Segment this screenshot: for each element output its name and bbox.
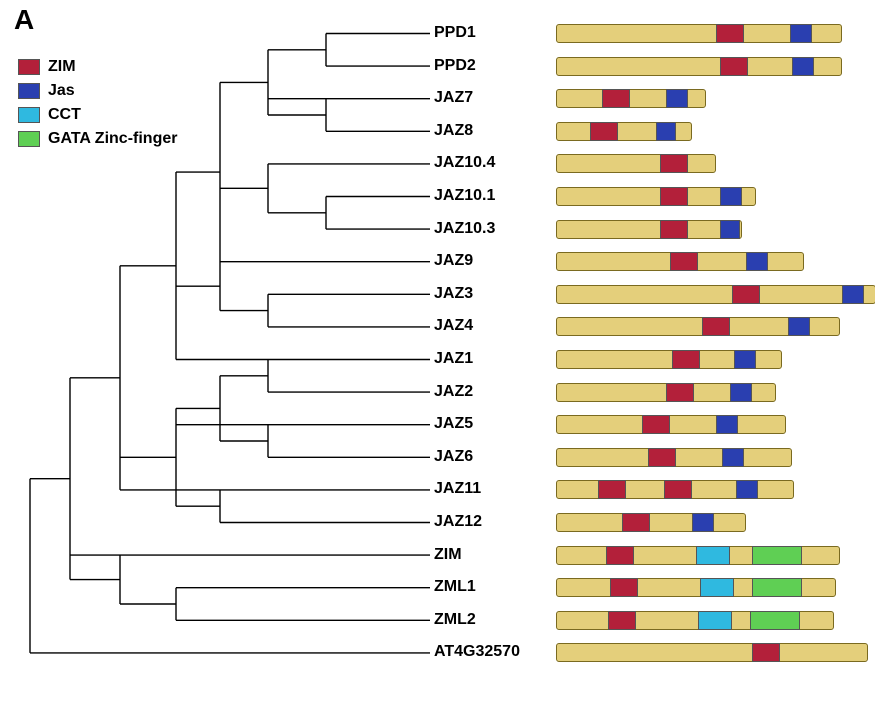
domain-zim [716, 24, 744, 43]
protein-bar [556, 643, 868, 662]
protein-label: JAZ9 [434, 252, 473, 270]
domain-jas [720, 220, 740, 239]
protein-bar [556, 546, 840, 565]
protein-bar [556, 350, 782, 369]
domain-gata [752, 578, 802, 597]
domain-zim [732, 285, 760, 304]
domain-zim [642, 415, 670, 434]
protein-label: JAZ10.3 [434, 220, 495, 238]
tree-lines [30, 34, 430, 653]
protein-body [556, 154, 716, 173]
domain-zim [598, 480, 626, 499]
domain-zim [606, 546, 634, 565]
protein-bar [556, 24, 842, 43]
protein-bar [556, 383, 776, 402]
domain-zim [670, 252, 698, 271]
domain-zim [672, 350, 700, 369]
domain-jas [720, 187, 742, 206]
domain-zim [702, 317, 730, 336]
domain-jas [716, 415, 738, 434]
protein-label: PPD1 [434, 24, 476, 42]
protein-label: JAZ1 [434, 350, 473, 368]
protein-bar [556, 89, 706, 108]
domain-jas [842, 285, 864, 304]
protein-bar [556, 611, 834, 630]
domain-jas [792, 57, 814, 76]
domain-jas [790, 24, 812, 43]
protein-bar [556, 154, 716, 173]
domain-jas [656, 122, 676, 141]
protein-bar [556, 480, 794, 499]
domain-zim [590, 122, 618, 141]
protein-label: JAZ5 [434, 415, 473, 433]
domain-zim [666, 383, 694, 402]
figure: A ZIMJasCCTGATA Zinc-finger PPD1PPD2JAZ7… [0, 0, 875, 704]
protein-body [556, 643, 868, 662]
domain-zim [720, 57, 748, 76]
domain-jas [666, 89, 688, 108]
protein-bar [556, 187, 756, 206]
protein-label: JAZ2 [434, 383, 473, 401]
domain-zim [602, 89, 630, 108]
domain-jas [746, 252, 768, 271]
domain-cct [698, 611, 732, 630]
protein-label: ZML2 [434, 611, 476, 629]
protein-body [556, 220, 742, 239]
domain-zim [752, 643, 780, 662]
protein-label: JAZ6 [434, 448, 473, 466]
protein-label: ZIM [434, 546, 462, 564]
protein-bar [556, 57, 842, 76]
domain-zim [610, 578, 638, 597]
domain-zim [648, 448, 676, 467]
protein-label: JAZ10.4 [434, 154, 495, 172]
protein-body [556, 285, 875, 304]
protein-body [556, 513, 746, 532]
protein-bar [556, 448, 792, 467]
domain-jas [730, 383, 752, 402]
protein-body [556, 415, 786, 434]
protein-label: ZML1 [434, 578, 476, 596]
protein-label: JAZ11 [434, 480, 481, 498]
domain-zim [660, 187, 688, 206]
protein-label: JAZ3 [434, 285, 473, 303]
protein-label: PPD2 [434, 57, 476, 75]
protein-label: JAZ7 [434, 89, 473, 107]
domain-cct [696, 546, 730, 565]
domain-gata [752, 546, 802, 565]
protein-bar [556, 252, 804, 271]
domain-jas [692, 513, 714, 532]
domain-zim [608, 611, 636, 630]
protein-label: JAZ8 [434, 122, 473, 140]
domain-jas [736, 480, 758, 499]
domain-zim [622, 513, 650, 532]
protein-bar [556, 578, 836, 597]
protein-bar [556, 285, 875, 304]
protein-label: AT4G32570 [434, 643, 520, 661]
domain-zim [660, 154, 688, 173]
domain-zim [664, 480, 692, 499]
protein-bar [556, 220, 742, 239]
domain-jas [734, 350, 756, 369]
protein-label: JAZ12 [434, 513, 482, 531]
protein-bar [556, 415, 786, 434]
protein-label: JAZ10.1 [434, 187, 495, 205]
protein-bar [556, 122, 692, 141]
protein-bar [556, 513, 746, 532]
domain-jas [788, 317, 810, 336]
domain-zim [660, 220, 688, 239]
protein-bar [556, 317, 840, 336]
domain-cct [700, 578, 734, 597]
domain-jas [722, 448, 744, 467]
domain-gata [750, 611, 800, 630]
protein-label: JAZ4 [434, 317, 473, 335]
